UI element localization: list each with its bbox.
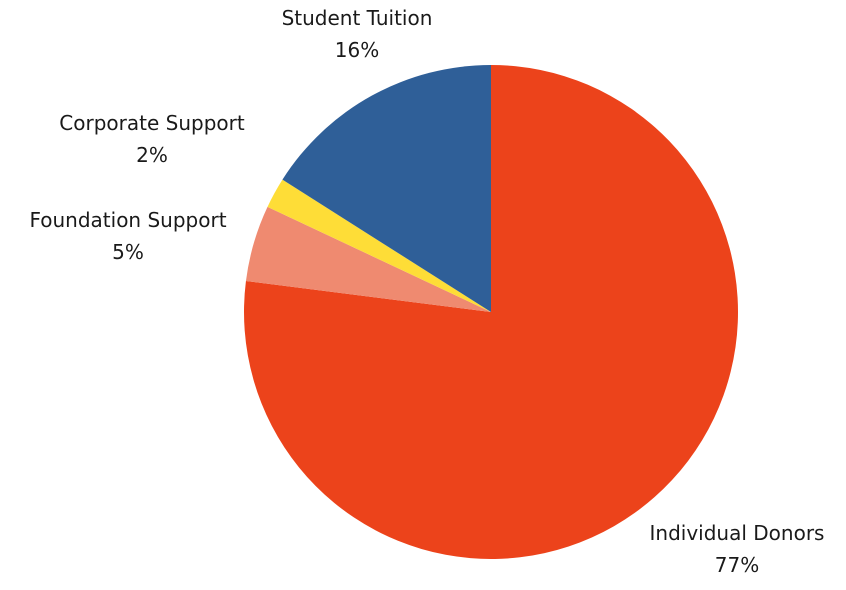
slice-value-corporate-support: 2% (136, 143, 168, 167)
pie-slice-individual-donors (244, 65, 739, 559)
slice-label-foundation-support: Foundation Support (29, 208, 226, 232)
pie-slice-foundation-support (245, 206, 491, 312)
slice-value-individual-donors: 77% (715, 553, 759, 577)
slice-label-student-tuition: Student Tuition (282, 6, 433, 30)
pie-slice-corporate-support (267, 179, 491, 312)
pie-slice-student-tuition (282, 65, 491, 312)
slice-value-foundation-support: 5% (112, 240, 144, 264)
slice-value-student-tuition: 16% (335, 38, 379, 62)
slice-label-corporate-support: Corporate Support (59, 111, 245, 135)
pie-data-labels: Individual Donors 77% Foundation Support 5%… (29, 6, 824, 577)
pie-slices (244, 65, 739, 559)
slice-label-individual-donors: Individual Donors (650, 521, 825, 545)
